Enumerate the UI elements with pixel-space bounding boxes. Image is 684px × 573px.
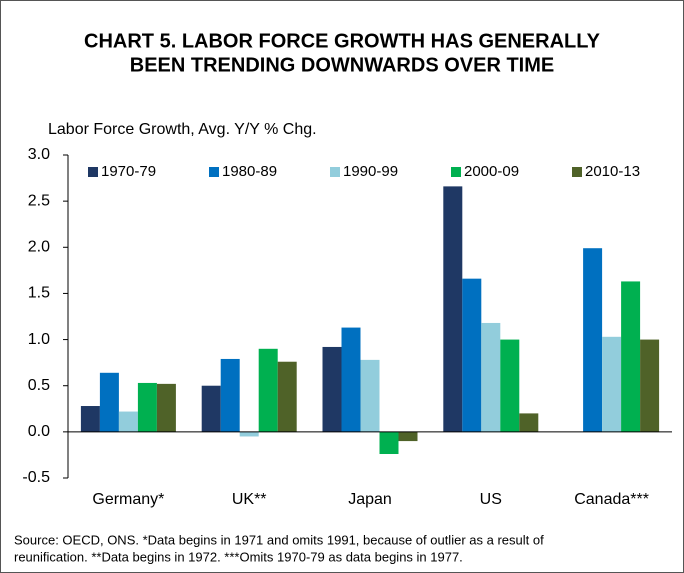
- y-axis-label: Labor Force Growth, Avg. Y/Y % Chg.: [48, 121, 317, 138]
- y-tick-label: -0.5: [22, 469, 50, 486]
- bar: [398, 431, 418, 442]
- x-tick-label: Canada***: [574, 491, 649, 508]
- bar: [621, 281, 641, 432]
- x-tick-label: US: [480, 491, 502, 508]
- bar: [277, 361, 297, 432]
- legend-swatch: [330, 167, 340, 177]
- bar: [519, 413, 539, 432]
- legend-label: 1990-99: [343, 163, 398, 180]
- bar: [322, 346, 342, 432]
- x-tick-label: Germany*: [92, 491, 164, 508]
- y-tick-label: 1.5: [28, 285, 50, 302]
- source-note: reunification. **Data begins in 1972. **…: [14, 549, 463, 564]
- y-tick-label: 1.0: [28, 331, 50, 348]
- bar: [220, 358, 240, 432]
- legend-label: 1980-89: [222, 163, 277, 180]
- y-tick-label: 2.0: [28, 239, 50, 256]
- chart-title: CHART 5. LABOR FORCE GROWTH HAS GENERALL…: [84, 30, 601, 52]
- bar: [500, 339, 520, 432]
- bar: [341, 327, 361, 432]
- source-note: Source: OECD, ONS. *Data begins in 1971 …: [14, 532, 544, 547]
- bar: [583, 248, 603, 432]
- bar: [360, 359, 380, 432]
- y-tick-label: 2.5: [28, 192, 50, 209]
- legend-swatch: [572, 167, 582, 177]
- legend-swatch: [209, 167, 219, 177]
- bar: [481, 322, 501, 432]
- x-tick-label: Japan: [348, 491, 392, 508]
- bar: [602, 336, 622, 432]
- legend-label: 2010-13: [585, 163, 640, 180]
- chart-title: BEEN TRENDING DOWNWARDS OVER TIME: [130, 54, 554, 76]
- bar: [258, 348, 278, 432]
- x-tick-label: UK**: [232, 491, 267, 508]
- bar: [137, 382, 157, 432]
- y-tick-label: 0.5: [28, 377, 50, 394]
- legend-swatch: [88, 167, 98, 177]
- bar: [80, 406, 100, 432]
- bar: [156, 383, 176, 432]
- bar: [99, 372, 119, 432]
- bar: [239, 431, 259, 437]
- bar: [640, 339, 660, 432]
- legend-label: 1970-79: [101, 163, 156, 180]
- bar: [118, 411, 138, 432]
- bar: [379, 431, 399, 455]
- bar: [443, 186, 463, 432]
- legend-label: 2000-09: [464, 163, 519, 180]
- y-tick-label: 3.0: [28, 146, 50, 163]
- bar: [201, 385, 221, 432]
- bar: [462, 278, 482, 432]
- legend-swatch: [451, 167, 461, 177]
- y-tick-label: 0.0: [28, 423, 50, 440]
